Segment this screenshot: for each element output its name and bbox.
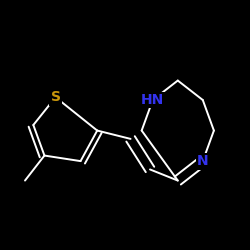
Text: N: N <box>197 154 208 168</box>
Text: HN: HN <box>141 93 165 107</box>
Text: S: S <box>50 90 60 104</box>
